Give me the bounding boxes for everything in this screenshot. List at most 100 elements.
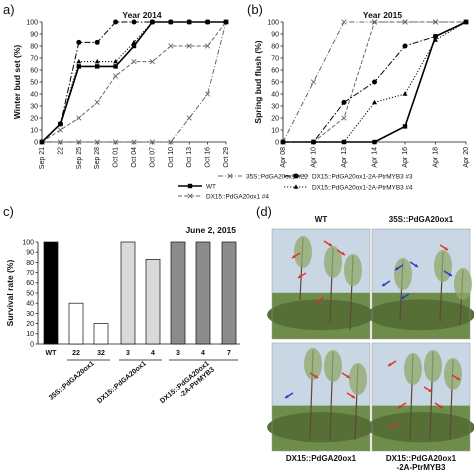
photo-label: WT [315,215,328,224]
data-point [57,127,64,133]
x-tick-label: Apr 20 [463,147,470,168]
x-tick-label: 7 [227,350,231,357]
photo-frame [371,228,471,340]
y-tick-label: 90 [30,31,38,38]
tree-leaves [404,353,422,385]
data-point [433,33,438,39]
data-point [280,139,286,144]
x-tick-label: 4 [201,350,205,357]
red-arrow [309,372,319,379]
data-point [168,43,174,49]
data-point [76,64,81,69]
data-point [432,19,439,25]
x-tick-label: 3 [176,350,180,357]
legend-marker [187,193,193,199]
y-tick-label: 90 [26,250,34,257]
legend-label: DX15::PdGA20ox1-2A-PtrMYB3 #4 [312,184,413,191]
series-4 [39,19,229,144]
x-tick-label: 32 [97,350,105,357]
series-2 [39,19,229,145]
data-point [311,139,316,144]
bar [93,323,109,345]
tree-leaves [304,348,322,380]
arrow-head [401,295,405,299]
data-point [149,58,156,65]
red-arrow [389,422,399,429]
y-tick-label: 40 [271,91,279,98]
data-point [76,59,82,64]
data-point [57,139,64,145]
x-tick-label: 4 [151,350,155,357]
red-arrow [341,372,351,379]
arrow-head [414,263,418,267]
y-tick-label: 60 [26,280,34,287]
legend-label: 35S::PdGA20ox1 #22 [246,173,308,180]
red-arrow [434,402,444,409]
data-point [372,99,377,105]
group-label: DX15::PdGA20ox1 [96,360,148,405]
data-point [341,19,347,25]
data-point [131,58,137,65]
group-label-line: 35S::PdGA20ox1 [48,360,96,402]
data-point [39,139,45,144]
bar [120,241,136,345]
shrub [267,412,375,443]
arrow-head [456,376,460,380]
photo-label-line: -2A-PtrMYB3 [397,463,446,472]
x-tick-label: Oct 16 [205,147,212,168]
group-label-line: DX15::PdGA20ox1 [159,360,211,405]
x-tick-label: Apr 16 [402,147,409,168]
data-point [94,99,100,106]
arrow-head [444,246,448,250]
group-label: DX15::PdGA20ox1-2A-PtrMYB3 [159,360,216,411]
legend-item: DX15::PdGA20ox1 #4 [178,193,269,200]
arrow-head [390,424,394,428]
photo-label: DX15::PdGA20ox1 -2A-PtrMYB3 [386,454,457,472]
photo-frame [271,228,371,340]
y-tick-label: 100 [267,19,279,26]
series-4 [280,19,469,144]
photo [267,228,375,340]
data-point [95,64,100,69]
data-point [76,115,82,121]
photo-label-line: WT [315,215,328,224]
arrow-head [328,242,332,246]
y-tick-label: 50 [30,79,38,86]
data-point [223,19,229,24]
y-tick-label: 50 [271,79,279,86]
red-arrow [336,249,346,256]
data-point [204,43,211,49]
tree-leaves [394,258,412,290]
data-point [204,91,211,97]
y-tick-label: 70 [271,55,279,62]
x-tick-label: Sep 21 [39,147,46,169]
data-point [186,19,192,24]
y-tick-label: 80 [271,43,279,50]
arrow-head [428,388,432,392]
photo-label: DX15::PdGA20ox1 [286,454,357,463]
data-point [371,19,378,25]
data-point [131,39,137,45]
panel-label: a) [3,2,15,17]
data-point [94,139,100,145]
blue-arrow [443,270,453,277]
data-point [131,19,137,25]
arrow-head [314,374,318,378]
data-point [205,19,211,24]
y-tick-label: 30 [30,103,38,110]
data-point [402,19,408,25]
y-tick-label: 70 [30,55,38,62]
y-tick-label: 90 [271,31,279,38]
data-point [402,43,408,49]
data-point [168,139,174,145]
y-tick-label: 10 [26,331,34,338]
legend-item: DX15::PdGA20ox1-2A-PtrMYB3 #3 [284,173,413,180]
data-point [186,43,192,49]
y-tick-label: 100 [22,239,34,246]
tree-leaves [424,350,442,382]
shrub [367,299,474,331]
x-tick-label: Oct 07 [149,147,156,168]
x-tick-label: WT [46,350,58,357]
photo-frame [371,342,471,452]
x-tick-label: Oct 10 [168,147,175,168]
